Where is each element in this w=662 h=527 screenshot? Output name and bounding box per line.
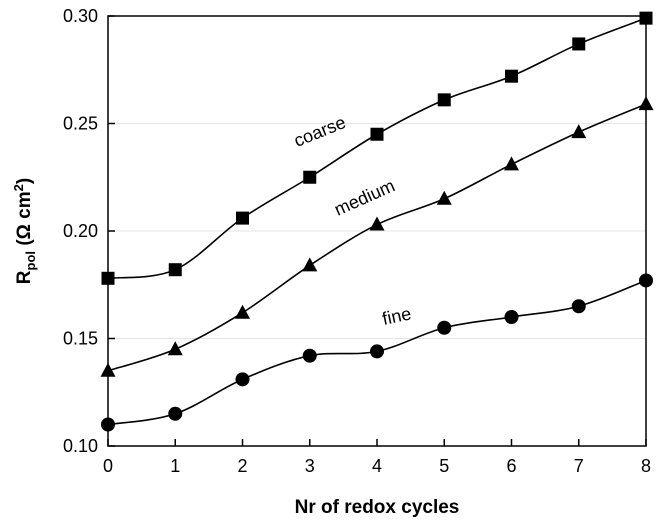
y-axis-title: Rpol (Ω cm2) xyxy=(11,178,38,284)
x-tick-label: 5 xyxy=(439,456,449,476)
y-axis-title-main: R xyxy=(14,270,35,284)
series-label-medium: medium xyxy=(331,175,398,219)
data-point-coarse xyxy=(572,37,586,51)
y-tick-label: 0.25 xyxy=(63,114,98,134)
x-tick-label: 3 xyxy=(305,456,315,476)
x-tick-label: 6 xyxy=(506,456,516,476)
x-axis-title: Nr of redox cycles xyxy=(295,497,460,518)
data-point-coarse xyxy=(370,127,384,141)
x-tick-label: 8 xyxy=(641,456,651,476)
series-label-fine: fine xyxy=(380,303,413,329)
data-point-medium xyxy=(302,257,318,272)
x-tick-label: 7 xyxy=(574,456,584,476)
x-tick-label: 4 xyxy=(372,456,382,476)
data-point-coarse xyxy=(303,170,317,184)
y-axis-title-sup: 2 xyxy=(11,184,26,191)
data-point-coarse xyxy=(168,263,182,277)
x-tick-label: 2 xyxy=(237,456,247,476)
data-point-medium xyxy=(167,341,183,356)
data-point-medium xyxy=(369,216,385,231)
data-point-fine xyxy=(235,372,250,387)
y-tick-labels: 0.10 0.15 0.20 0.25 0.30 xyxy=(63,6,98,456)
series-label-coarse: coarse xyxy=(291,112,349,151)
data-point-coarse xyxy=(236,211,249,225)
y-axis-title-units-end: ) xyxy=(14,178,35,184)
y-tick-label: 0.10 xyxy=(63,436,98,456)
y-tick-label: 0.30 xyxy=(63,6,98,26)
y-axis-title-units: (Ω cm xyxy=(14,191,35,251)
data-point-medium xyxy=(571,124,587,139)
y-tick-label: 0.15 xyxy=(63,329,98,349)
data-point-medium xyxy=(436,190,452,205)
y-tick-label: 0.20 xyxy=(63,221,98,241)
series-markers xyxy=(100,11,654,432)
x-tick-label: 0 xyxy=(103,456,113,476)
series-line-medium xyxy=(107,103,647,372)
grid-lines xyxy=(108,123,646,339)
series-line-coarse xyxy=(107,17,647,280)
data-point-medium xyxy=(504,156,519,171)
data-point-fine xyxy=(302,348,317,363)
data-point-fine xyxy=(437,320,452,335)
x-tick-label: 1 xyxy=(170,456,180,476)
plot-frame xyxy=(107,15,647,447)
data-point-fine xyxy=(504,310,519,324)
x-tick-labels: 0 1 2 3 4 5 6 7 8 xyxy=(103,456,651,476)
data-point-fine xyxy=(168,406,183,421)
data-point-fine xyxy=(571,299,586,314)
data-point-fine xyxy=(370,344,384,359)
data-point-coarse xyxy=(437,93,451,107)
data-point-coarse xyxy=(505,69,518,83)
data-point-medium xyxy=(235,304,250,319)
y-axis-title-sub: pol xyxy=(23,251,38,271)
axes xyxy=(107,15,647,447)
